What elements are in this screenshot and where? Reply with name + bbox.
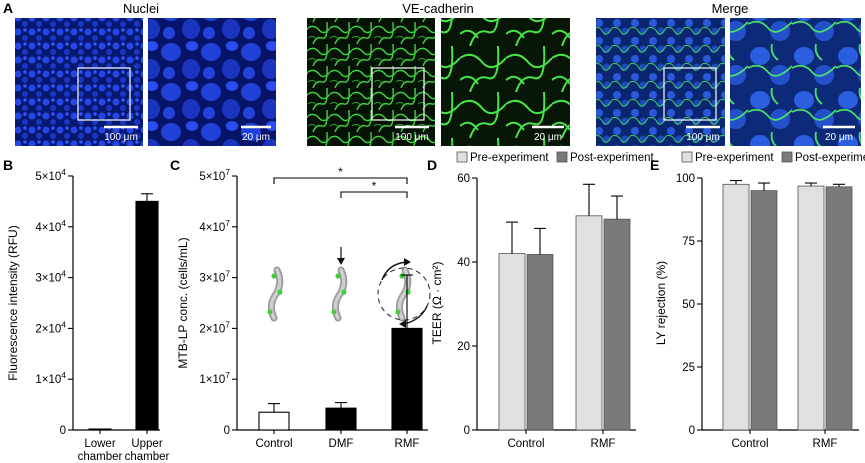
bar	[135, 200, 159, 431]
significance-star: *	[372, 181, 377, 193]
y-tick-label: 1×104	[35, 370, 66, 386]
y-tick-label: 0	[60, 425, 66, 437]
y-tick-label: 0	[224, 425, 230, 437]
legend-label: Pre-experiment	[695, 152, 774, 164]
x-tick-label: RMF	[395, 438, 420, 450]
x-tick-label: RMF	[813, 438, 838, 450]
zoom-region-box	[77, 67, 131, 121]
bar	[575, 215, 603, 431]
zoom-region-box	[663, 67, 717, 121]
y-axis-label: MTB-LP conc. (cells/mL)	[176, 237, 190, 368]
panel-label-a: A	[3, 0, 13, 16]
panel-label-d: D	[427, 157, 437, 173]
significance-bracket	[340, 191, 408, 198]
y-tick-label: 2×107	[199, 319, 230, 335]
y-tick-label: 25	[682, 362, 695, 374]
bar	[750, 190, 778, 431]
scale-bar-label: 100 μm	[104, 132, 138, 143]
legend-label: Pre-experiment	[470, 152, 549, 164]
y-tick-label: 75	[682, 236, 695, 248]
micrograph-merge-zoom	[730, 18, 861, 146]
y-tick-label: 4×107	[199, 218, 230, 234]
x-tick-label: DMF	[329, 438, 354, 450]
x-tick-label: RMF	[591, 438, 616, 450]
legend-swatch	[556, 151, 568, 163]
y-axis-label: TEER (Ω · cm²)	[430, 262, 444, 345]
y-tick-label: 0	[464, 425, 470, 437]
bar	[526, 254, 554, 431]
y-axis-label: LY rejection (%)	[654, 261, 668, 345]
y-tick-label: 60	[457, 173, 470, 185]
y-tick-label: 2×104	[35, 319, 66, 335]
y-tick-label: 5×107	[199, 167, 230, 183]
scale-bar-label: 20 μm	[242, 132, 270, 143]
bar	[603, 218, 631, 431]
bar	[498, 253, 526, 431]
y-tick-label: 5×104	[35, 167, 66, 183]
image-title-ve-cadherin: VE-cadherin	[402, 1, 474, 16]
micrograph-merge-overview	[596, 18, 725, 146]
x-tick-label: Upper chamber	[125, 438, 170, 463]
micrograph-nuclei-zoom	[148, 18, 276, 146]
scale-bar-label: 100 μm	[686, 132, 720, 143]
y-tick-label: 40	[457, 257, 470, 269]
rotation-path	[377, 267, 431, 321]
panel-label-b: B	[3, 157, 13, 173]
legend-swatch	[456, 151, 468, 163]
bar	[797, 185, 825, 431]
panel-a-nuclei-column: Nuclei 100 μm 20 μm	[15, 1, 276, 146]
micrograph-ve-cadherin-zoom	[441, 18, 570, 146]
legend-label: Post-experiment	[795, 152, 865, 164]
image-title-nuclei: Nuclei	[123, 1, 159, 16]
y-tick-label: 3×107	[199, 269, 230, 285]
y-tick-label: 0	[689, 425, 695, 437]
panel-a-ve-cadherin-column: VE-cadherin 100 μm 20 μm	[307, 1, 570, 146]
illustration-control	[267, 266, 284, 322]
y-tick-label: 4×104	[35, 218, 66, 234]
x-tick-label: Lower chamber	[78, 438, 123, 463]
illustration-dmf	[331, 247, 348, 322]
x-tick-label: Control	[255, 438, 292, 450]
panel-label-c: C	[170, 157, 180, 173]
image-title-merge: Merge	[712, 1, 749, 16]
y-tick-label: 20	[457, 341, 470, 353]
illustration-rmf	[377, 258, 431, 328]
y-tick-label: 3×104	[35, 269, 66, 285]
legend-swatch	[781, 151, 793, 163]
panel-a-merge-column: Merge 100 μm 20 μm	[596, 1, 861, 146]
y-tick-label: 100	[676, 173, 695, 185]
significance-star: *	[338, 167, 343, 179]
zoom-region-box	[371, 67, 425, 121]
y-axis-label: Fluorescence intensity (RFU)	[6, 225, 20, 380]
scale-bar-label: 100 μm	[395, 132, 429, 143]
bar	[258, 411, 290, 431]
bar	[391, 327, 423, 431]
x-tick-label: Control	[731, 438, 768, 450]
panel-label-e: E	[650, 157, 659, 173]
bar	[325, 407, 357, 431]
micrograph-nuclei-overview	[15, 18, 143, 146]
legend-label: Post-experiment	[570, 152, 655, 164]
significance-bracket	[273, 177, 408, 184]
bar	[825, 186, 853, 431]
legend-swatch	[681, 151, 693, 163]
scale-bar-label: 20 μm	[825, 132, 853, 143]
micrograph-ve-cadherin-overview	[307, 18, 435, 146]
y-tick-label: 1×107	[199, 370, 230, 386]
scale-bar-label: 20 μm	[534, 132, 562, 143]
bar	[722, 183, 750, 431]
y-tick-label: 50	[682, 299, 695, 311]
x-tick-label: Control	[507, 438, 544, 450]
